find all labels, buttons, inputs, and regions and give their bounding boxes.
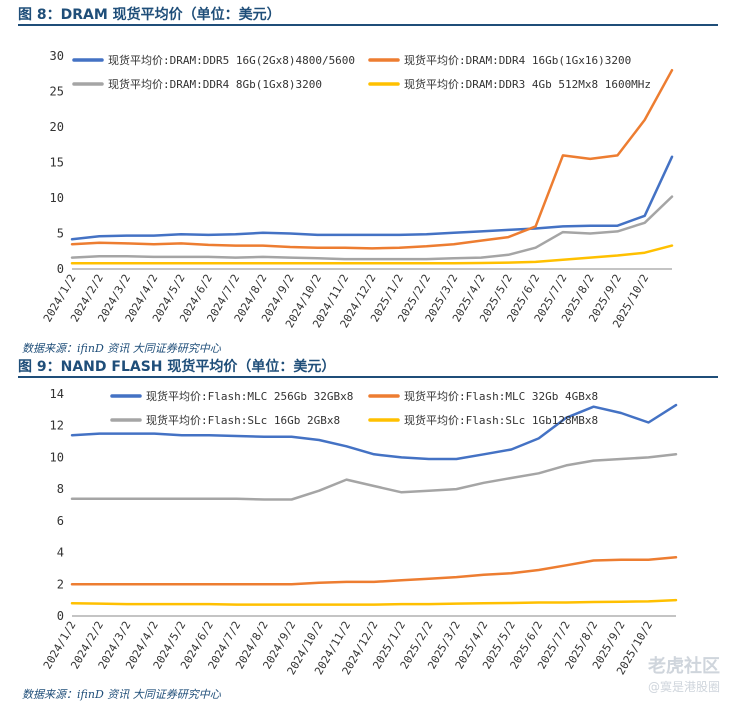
watermark-main: 老虎社区 [648, 656, 720, 677]
dram-series-line-1 [70, 155, 674, 241]
dram-y-tick-label: 0 [57, 262, 64, 276]
dram-y-tick-label: 20 [50, 120, 64, 134]
figure-9-title: 图 9：NAND FLASH 现货平均价（单位：美元） [18, 359, 336, 375]
nand-legend-label-4: 现货平均价:Flash:SLc 1Gb128MBx8 [404, 413, 598, 427]
dram-legend-label-4: 现货平均价:DRAM:DDR3 4Gb 512Mx8 1600MHz [404, 77, 651, 91]
figure-8-title-rule [18, 24, 718, 26]
dram-series-line-3 [70, 195, 674, 261]
nand-legend-label-2: 现货平均价:Flash:MLC 32Gb 4GBx8 [404, 389, 598, 403]
nand-y-tick-label: 0 [57, 609, 64, 623]
dram-y-tick-label: 15 [50, 156, 64, 170]
dram-y-tick-label: 5 [57, 227, 64, 241]
figure-8-title: 图 8：DRAM 现货平均价（单位：美元） [18, 7, 281, 23]
nand-series-line-3 [70, 453, 678, 501]
nand-series-line-1 [70, 403, 678, 461]
nand-legend-label-1: 现货平均价:Flash:MLC 256Gb 32GBx8 [146, 389, 353, 403]
dram-series-line-4 [70, 244, 674, 265]
dram-series-line-2 [70, 68, 674, 250]
nand-y-tick-label: 8 [57, 482, 64, 496]
dram-y-tick-label: 30 [50, 49, 64, 63]
figure-8-source: 数据来源：ifinD 资讯 大同证券研究中心 [22, 342, 221, 355]
dram-legend-label-2: 现货平均价:DRAM:DDR4 16Gb(1Gx16)3200 [404, 53, 631, 67]
nand-y-tick-label: 14 [50, 387, 64, 401]
nand-y-tick-label: 10 [50, 450, 64, 464]
watermark: 老虎社区 @寞是港股圈 [648, 652, 720, 695]
nand-y-tick-label: 6 [57, 514, 64, 528]
nand-legend-label-3: 现货平均价:Flash:SLc 16Gb 2GBx8 [146, 413, 340, 427]
nand-flash-price-chart: 024681012142024/1/22024/2/22024/3/22024/… [41, 387, 678, 677]
figure-9-title-rule [18, 376, 718, 378]
dram-legend-label-3: 现货平均价:DRAM:DDR4 8Gb(1Gx8)3200 [108, 77, 322, 91]
watermark-sub: @寞是港股圈 [647, 680, 720, 694]
nand-series-line-2 [70, 556, 678, 586]
figure-9-source: 数据来源：ifinD 资讯 大同证券研究中心 [22, 688, 221, 701]
nand-y-tick-label: 4 [57, 546, 64, 560]
dram-legend-label-1: 现货平均价:DRAM:DDR5 16G(2Gx8)4800/5600 [108, 53, 355, 67]
dram-price-chart: 0510152025302024/1/22024/2/22024/3/22024… [41, 49, 674, 330]
nand-y-tick-label: 12 [50, 419, 64, 433]
dram-y-tick-label: 10 [50, 191, 64, 205]
nand-series-line-4 [70, 598, 678, 606]
dram-y-tick-label: 25 [50, 85, 64, 99]
nand-y-tick-label: 2 [57, 577, 64, 591]
